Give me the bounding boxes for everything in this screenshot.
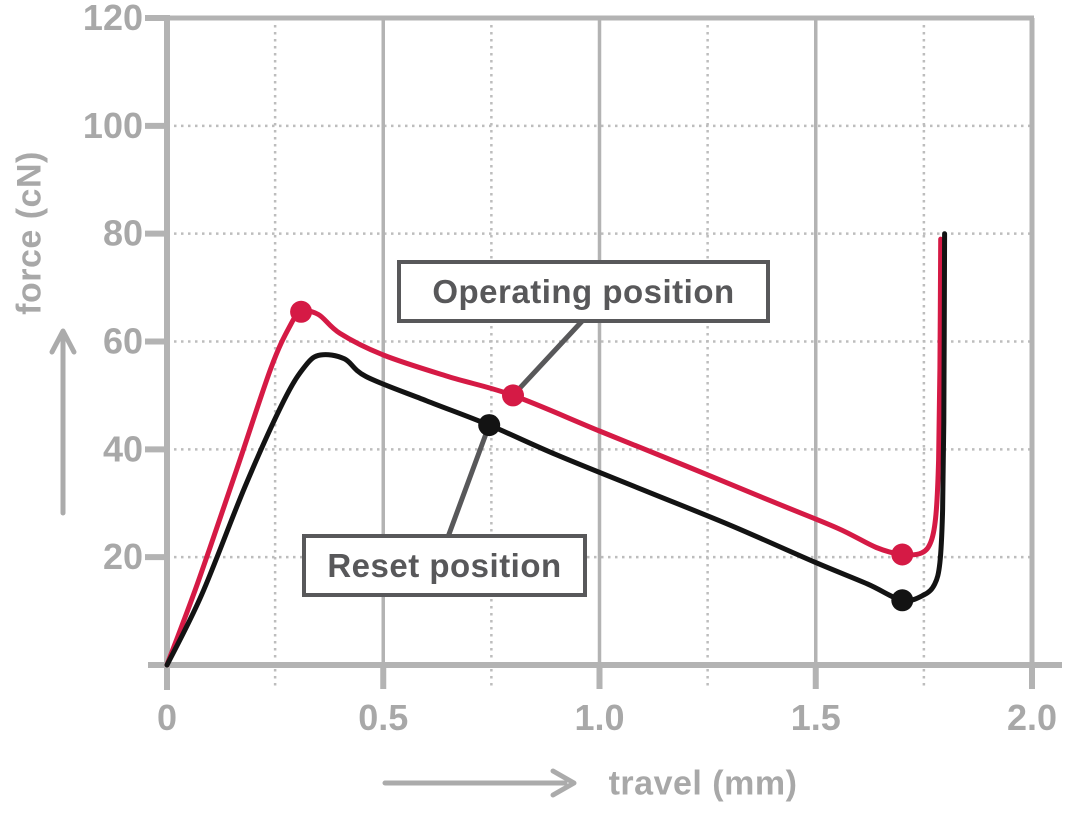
y-tick-label-120: 120 xyxy=(83,0,143,38)
y-tick-label-40: 40 xyxy=(103,428,143,469)
x-tick-label-0: 0 xyxy=(157,697,177,738)
operating-position-label: Operating position xyxy=(432,272,735,310)
curve-red xyxy=(164,236,944,668)
operating-position-callout: Operating position xyxy=(397,260,770,323)
x-axis-arrow-head xyxy=(550,768,577,798)
reset-position-callout: Reset position xyxy=(302,534,587,597)
x-tick-label-0.5: 0.5 xyxy=(358,697,408,738)
y-axis-arrow-head xyxy=(49,328,77,355)
curve-black xyxy=(164,231,948,668)
y-tick-label-100: 100 xyxy=(83,105,143,146)
curve-black-marker-1 xyxy=(891,589,914,612)
curve-red-marker-2 xyxy=(891,543,914,566)
x-axis-title: travel (mm) xyxy=(608,764,798,803)
y-tick-label-80: 80 xyxy=(103,213,143,254)
curve-red-marker-1 xyxy=(502,384,524,407)
curve-red-marker-0 xyxy=(290,300,313,323)
x-tick-label-1: 1.0 xyxy=(574,697,624,738)
reset-leader-line xyxy=(442,422,492,548)
y-tick-label-60: 60 xyxy=(103,321,143,362)
x-tick-label-2: 2.0 xyxy=(1007,697,1057,738)
y-tick-label-20: 20 xyxy=(103,536,143,577)
reset-position-label: Reset position xyxy=(327,546,562,584)
y-axis-title: force (cN) xyxy=(10,151,49,315)
x-tick-label-1.5: 1.5 xyxy=(791,697,841,738)
curve-black-marker-0 xyxy=(478,414,501,437)
operating-leader-line xyxy=(510,315,588,398)
